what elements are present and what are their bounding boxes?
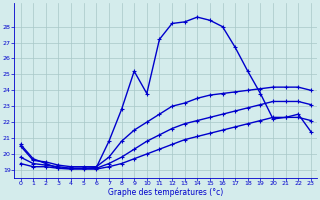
X-axis label: Graphe des températures (°c): Graphe des températures (°c) (108, 188, 223, 197)
